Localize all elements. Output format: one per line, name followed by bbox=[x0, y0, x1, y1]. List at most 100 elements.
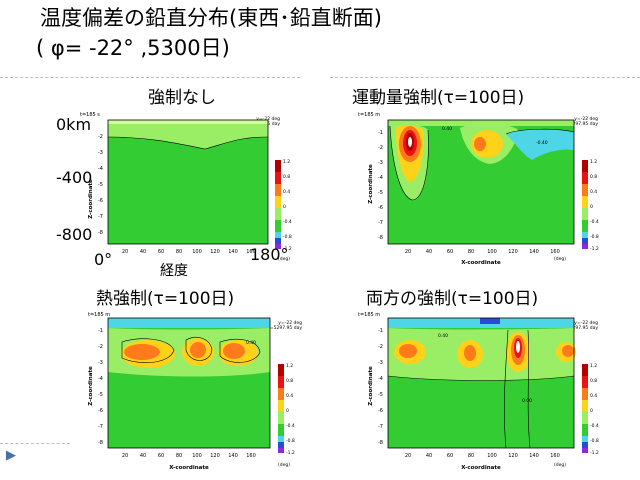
colorbar-tick: 1.2 bbox=[590, 159, 597, 165]
x-tick: 160 bbox=[550, 249, 560, 255]
x-tick: 120 bbox=[508, 453, 518, 459]
hot-center bbox=[516, 341, 520, 353]
contour-label: -0.40 bbox=[536, 140, 548, 146]
x-tick: 100 bbox=[192, 249, 202, 255]
x-unit: (deg) bbox=[554, 462, 566, 468]
y-tick: -6 bbox=[98, 408, 103, 414]
colorbar-swatch bbox=[582, 436, 588, 442]
y-tick: -5 bbox=[378, 392, 383, 398]
colorbar-swatch bbox=[582, 196, 588, 208]
chart-heat-forcing: t=185 m y=-22 deg t=5297.95 day 0.40 -1 … bbox=[88, 312, 302, 471]
colorbar-swatch bbox=[278, 442, 284, 448]
colorbar-swatch bbox=[582, 412, 588, 424]
x-tick: 140 bbox=[529, 249, 539, 255]
longitude-label-0: 0° bbox=[94, 250, 113, 269]
colorbar-swatch bbox=[582, 172, 588, 184]
colorbar: 1.2 0.8 0.4 0 -0.4 -0.8 -1.2 bbox=[275, 159, 292, 252]
hot-region bbox=[124, 344, 160, 360]
x-tick: 100 bbox=[487, 453, 497, 459]
y-ticks: -1 -2 -3 -4 -5 -6 -7 -8 bbox=[378, 130, 383, 241]
info-line1: y=-22 deg bbox=[574, 320, 598, 326]
y-ticks: -1 -2 -3 -4 -5 -6 -7 -8 bbox=[98, 328, 103, 446]
x-tick: 40 bbox=[140, 453, 146, 459]
x-tick: 20 bbox=[122, 453, 128, 459]
colorbar-swatch bbox=[275, 220, 281, 232]
colorbar-swatch bbox=[278, 448, 284, 453]
contour-line bbox=[387, 375, 575, 381]
y-tick: -8 bbox=[378, 235, 383, 241]
y-tick: -2 bbox=[98, 344, 103, 350]
x-tick: 20 bbox=[122, 249, 128, 255]
x-tick: 60 bbox=[158, 249, 164, 255]
corner-text: t=185 m bbox=[358, 312, 380, 318]
colorbar-tick: -0.8 bbox=[283, 234, 292, 240]
x-tick: 40 bbox=[426, 249, 432, 255]
y-ticks: -2 -3 -4 -5 -6 -7 -8 bbox=[98, 134, 103, 236]
y-tick: -3 bbox=[98, 360, 103, 366]
corner-text: t=185 m bbox=[88, 312, 110, 318]
y-tick: -7 bbox=[378, 424, 383, 430]
plot-area: 0.40 bbox=[107, 317, 271, 449]
corner-text: t=185 s bbox=[80, 112, 100, 118]
colorbar-tick: -1.2 bbox=[590, 450, 599, 456]
y-tick: -3 bbox=[378, 160, 383, 166]
x-tick: 20 bbox=[405, 453, 411, 459]
contour-line bbox=[185, 337, 213, 361]
warm-core bbox=[471, 130, 503, 158]
y-tick: -7 bbox=[98, 424, 103, 430]
colorbar-swatch bbox=[275, 208, 281, 220]
x-tick: 40 bbox=[140, 249, 146, 255]
colorbar: 1.2 0.8 0.4 0 -0.4 -0.8 -1.2 bbox=[278, 363, 295, 456]
colorbar-swatch bbox=[582, 442, 588, 448]
colorbar-tick: -0.8 bbox=[590, 234, 599, 240]
panel-title-none: 強制なし bbox=[148, 88, 216, 108]
x-tick: 20 bbox=[405, 249, 411, 255]
hot-region bbox=[190, 342, 206, 358]
colorbar-tick: -1.2 bbox=[283, 246, 292, 252]
colorbar-swatch bbox=[582, 244, 588, 249]
colorbar: 1.2 0.8 0.4 0 -0.4 -0.8 -1.2 bbox=[582, 159, 599, 252]
plot-area bbox=[107, 119, 269, 245]
colorbar-tick: 0 bbox=[283, 204, 286, 210]
contour-label: 0.00 bbox=[522, 398, 532, 404]
panel-title-heat: 熱強制(τ=100日) bbox=[96, 289, 235, 309]
colorbar-swatch bbox=[582, 400, 588, 412]
info-line1: y=-22 deg bbox=[256, 116, 280, 122]
colorbar-tick: 0 bbox=[286, 408, 289, 414]
y-tick: -6 bbox=[378, 205, 383, 211]
hot-region bbox=[223, 343, 245, 359]
x-tick: 60 bbox=[447, 249, 453, 255]
colorbar-swatch bbox=[278, 424, 284, 436]
y-tick: -8 bbox=[378, 440, 383, 446]
y-tick: -4 bbox=[378, 175, 383, 181]
y-tick: -1 bbox=[98, 328, 103, 334]
x-tick: 140 bbox=[228, 453, 238, 459]
surface-cold-patch bbox=[480, 318, 500, 324]
colorbar-swatch bbox=[275, 172, 281, 184]
chart-both-forcing: t=185 m y=-22 deg t=5297.95 day 0.40 0.0… bbox=[358, 312, 599, 471]
colorbar-tick: -0.4 bbox=[286, 423, 295, 429]
colorbar-swatch bbox=[582, 424, 588, 436]
depth-label-400: -400 bbox=[56, 168, 93, 187]
colorbar-tick: -1.2 bbox=[286, 450, 295, 456]
x-unit: (deg) bbox=[554, 256, 566, 262]
y-tick: -7 bbox=[98, 214, 103, 220]
colorbar-swatch bbox=[278, 400, 284, 412]
x-tick: 60 bbox=[158, 453, 164, 459]
colorbar-swatch bbox=[278, 436, 284, 442]
colorbar-tick: 0.8 bbox=[590, 174, 597, 180]
colorbar-tick: 0 bbox=[590, 204, 593, 210]
x-tick: 160 bbox=[246, 453, 256, 459]
x-tick: 160 bbox=[246, 249, 256, 255]
x-ticks: 20 40 60 80 100 120 140 160 bbox=[122, 249, 256, 255]
colorbar-swatch bbox=[582, 208, 588, 220]
separator-left bbox=[0, 77, 300, 78]
colorbar-tick: 0.8 bbox=[286, 378, 293, 384]
contour-label: 0.40 bbox=[246, 340, 256, 346]
colorbar-swatch bbox=[582, 364, 588, 376]
x-ticks: 20 40 60 80 100 120 140 160 bbox=[405, 453, 560, 459]
info-line1: y=-22 deg bbox=[574, 116, 598, 122]
depth-label-800: -800 bbox=[56, 225, 93, 244]
plot-area: 0.40 0.00 bbox=[387, 317, 576, 449]
hot-center bbox=[408, 137, 412, 147]
